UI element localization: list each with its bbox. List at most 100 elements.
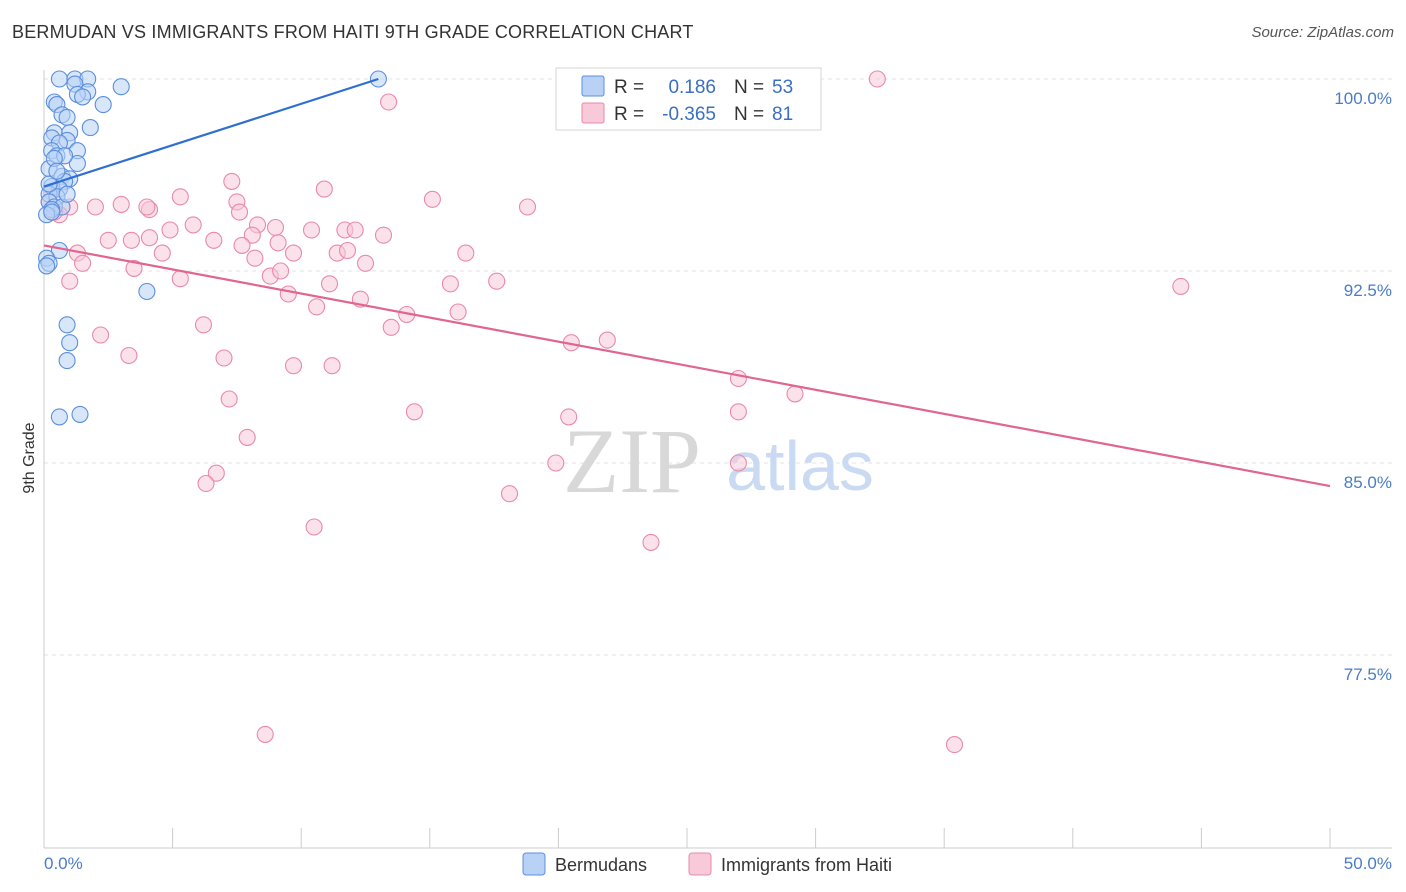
data-point	[500, 485, 519, 503]
data-point	[197, 474, 215, 493]
data-point	[729, 369, 747, 388]
data-point	[38, 257, 56, 275]
data-point	[58, 185, 76, 203]
trend-line-bermudans	[43, 77, 379, 188]
data-point	[315, 180, 333, 198]
data-point	[598, 331, 616, 349]
data-point	[243, 226, 261, 244]
data-point	[338, 241, 357, 260]
data-point	[269, 234, 287, 252]
data-point	[945, 736, 964, 754]
data-point	[58, 352, 76, 370]
data-point	[423, 190, 441, 208]
data-point	[256, 725, 274, 743]
trend-line-haiti	[43, 244, 1331, 488]
data-point	[320, 275, 339, 293]
source-label: Source: ZipAtlas.com	[1251, 24, 1394, 41]
watermark-zip: ZIP	[563, 410, 701, 512]
data-point	[58, 108, 76, 126]
bottom-legend-label-bermudans: Bermudans	[555, 855, 647, 875]
x-tick-label-max: 50.0%	[1344, 854, 1392, 873]
data-point	[374, 226, 393, 244]
data-point	[138, 282, 156, 301]
data-point	[61, 272, 79, 290]
data-point	[205, 231, 223, 249]
data-point	[125, 259, 143, 277]
data-point	[138, 198, 156, 216]
bottom-legend: Bermudans Immigrants from Haiti	[522, 852, 892, 876]
data-point	[58, 316, 76, 334]
data-point	[382, 318, 400, 336]
legend-r-label-2: R =	[614, 104, 644, 125]
data-point	[171, 188, 189, 206]
data-point	[868, 70, 886, 88]
y-tick-label: 77.5%	[1344, 665, 1392, 684]
data-point	[48, 162, 66, 180]
data-point	[92, 326, 110, 344]
legend-swatch-bermudans	[581, 75, 605, 97]
data-point	[140, 229, 159, 247]
data-point	[369, 70, 387, 88]
y-tick-label: 85.0%	[1344, 473, 1392, 492]
data-point	[284, 357, 303, 375]
data-point	[246, 249, 264, 267]
y-tick-label: 92.5%	[1344, 281, 1392, 300]
y-tick-labels: 100.0% 92.5% 85.0% 77.5%	[1334, 89, 1392, 684]
data-point	[302, 221, 321, 239]
series-bermudans	[38, 70, 387, 426]
data-point	[518, 198, 537, 216]
legend-r-value-1: 0.186	[668, 77, 716, 98]
data-point	[74, 254, 92, 272]
data-point	[112, 195, 130, 213]
x-tick-label-min: 0.0%	[44, 854, 83, 873]
data-point	[449, 303, 467, 321]
legend-swatch-haiti	[581, 102, 605, 124]
bottom-legend-label-haiti: Immigrants from Haiti	[721, 855, 892, 875]
x-ticks	[43, 828, 1331, 848]
data-point	[207, 464, 225, 482]
data-point	[786, 385, 804, 403]
y-tick-label: 100.0%	[1334, 89, 1392, 108]
data-point	[488, 272, 506, 290]
data-point	[61, 334, 79, 352]
grid-lines	[44, 78, 1392, 656]
data-point	[266, 218, 285, 237]
data-point	[74, 88, 92, 106]
data-point	[547, 454, 565, 472]
data-point	[356, 254, 375, 272]
data-point	[230, 203, 249, 221]
data-point	[441, 275, 459, 293]
data-point	[112, 78, 130, 96]
data-point	[233, 236, 251, 254]
data-point	[457, 244, 475, 262]
data-point	[184, 216, 202, 234]
chart-title: BERMUDAN VS IMMIGRANTS FROM HAITI 9TH GR…	[12, 22, 694, 42]
data-point	[305, 518, 323, 536]
data-point	[272, 262, 290, 280]
legend-r-label-1: R =	[614, 77, 644, 98]
trend-layer	[43, 77, 1331, 488]
data-point	[380, 93, 398, 111]
data-point	[279, 285, 297, 303]
bottom-legend-swatch-bermudans	[522, 852, 546, 876]
legend-n-label-2: N =	[734, 104, 764, 125]
data-point	[43, 203, 61, 221]
data-point	[50, 408, 68, 426]
data-point	[308, 298, 326, 316]
legend-n-value-2: 81	[772, 104, 793, 125]
data-point	[50, 70, 68, 88]
series-layer	[38, 70, 1190, 754]
data-point	[68, 154, 86, 173]
data-point	[122, 231, 140, 249]
data-point	[99, 231, 117, 249]
legend-n-value-1: 53	[772, 77, 793, 98]
data-point	[346, 221, 364, 239]
legend: R = 0.186 N = 53 R = -0.365 N = 81	[555, 67, 822, 131]
data-point	[238, 428, 256, 446]
data-point	[153, 244, 171, 262]
legend-n-label-1: N =	[734, 77, 764, 98]
data-point	[86, 198, 104, 216]
data-point	[120, 346, 138, 365]
data-point	[405, 403, 423, 421]
